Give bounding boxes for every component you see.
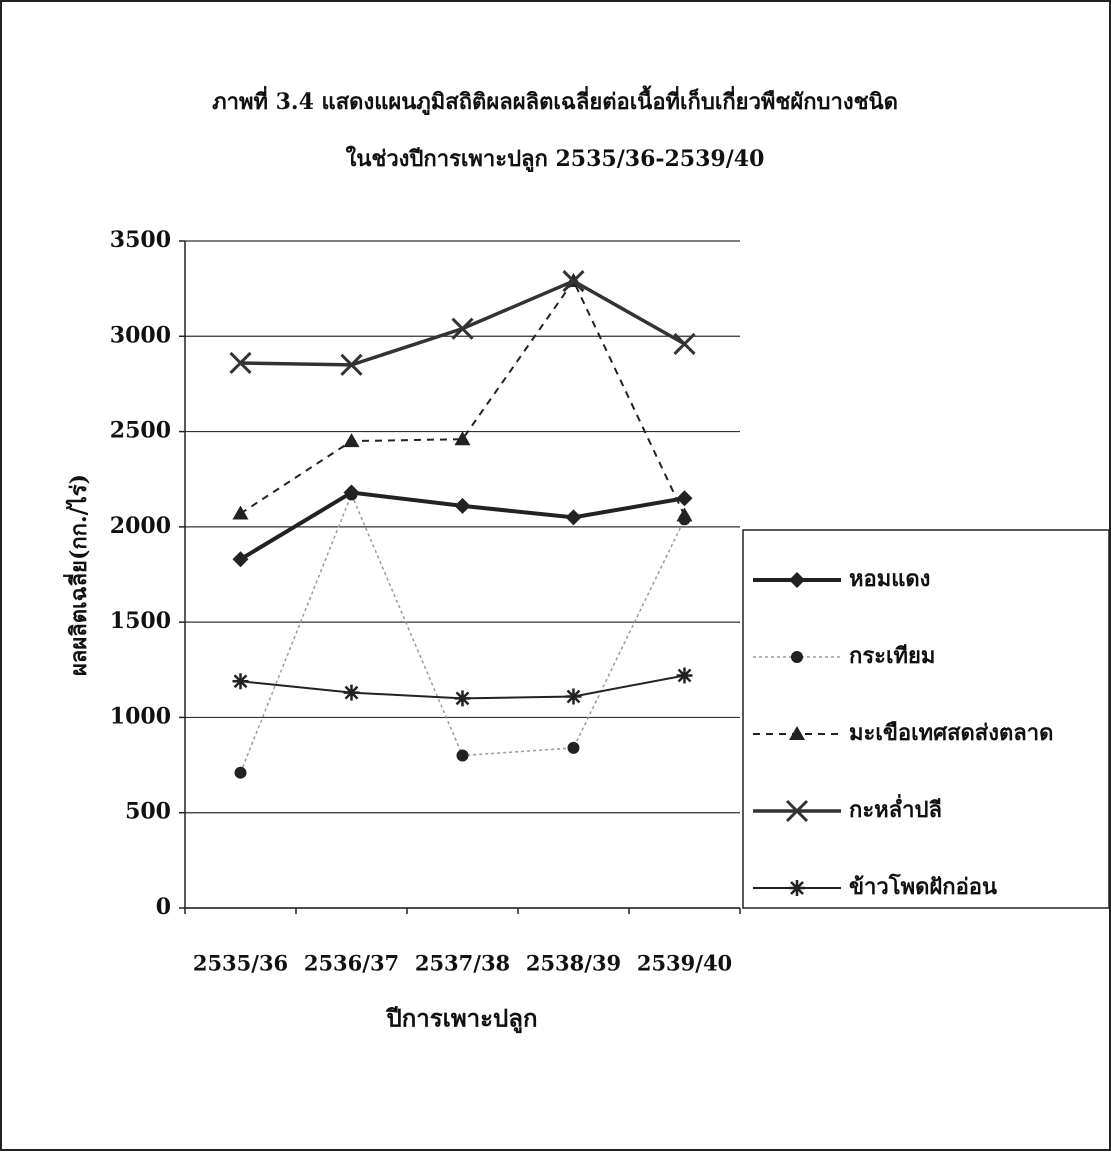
legend-label: กระเทียม	[849, 643, 935, 669]
x-tick-label: 2538/39	[526, 951, 621, 976]
x-tick-label: 2536/37	[304, 951, 399, 976]
chart-subtitle: ในช่วงปีการเพาะปลูก 2535/36-2539/40	[346, 145, 765, 173]
data-point	[232, 673, 249, 690]
y-axis-label: ผลผลิตเฉลี่ย(กก./ไร่)	[62, 474, 92, 676]
data-point	[232, 551, 249, 568]
x-tick-label: 2535/36	[193, 951, 288, 976]
data-point	[676, 507, 693, 522]
data-point	[454, 690, 471, 707]
data-point	[451, 317, 474, 340]
legend-marker	[789, 726, 805, 740]
data-point	[234, 766, 247, 779]
legend-box	[742, 529, 1110, 909]
y-tick-label: 3500	[110, 227, 171, 253]
legend-label: มะเขือเทศสดส่งตลาด	[849, 720, 1053, 746]
data-point	[676, 490, 693, 507]
data-point	[567, 741, 580, 754]
legend-marker	[789, 880, 805, 896]
data-point	[454, 431, 471, 446]
y-tick-label: 0	[156, 894, 171, 920]
data-point	[565, 688, 582, 705]
data-point	[345, 488, 358, 501]
data-point	[340, 353, 363, 376]
x-tick-label: 2537/38	[415, 951, 510, 976]
data-point	[343, 684, 360, 701]
x-axis-label: ปีการเพาะปลูก	[385, 1004, 537, 1034]
data-point	[343, 433, 360, 448]
data-point	[454, 497, 471, 514]
chart-title: ภาพที่ 3.4 แสดงแผนภูมิสถิติผลผลิตเฉลี่ยต…	[212, 85, 898, 116]
data-point	[456, 749, 469, 762]
y-tick-label: 1500	[110, 608, 171, 634]
series-line	[239, 279, 686, 516]
legend-marker	[785, 799, 809, 823]
x-tick-label: 2539/40	[637, 951, 732, 976]
data-point	[565, 509, 582, 526]
y-tick-label: 2000	[110, 513, 171, 539]
legend-marker	[789, 572, 805, 588]
legend-label: ข้าวโพดฝักอ่อน	[849, 873, 997, 900]
data-point	[232, 505, 249, 520]
data-point	[562, 269, 585, 293]
y-tick-label: 500	[125, 799, 171, 825]
data-point	[229, 351, 252, 375]
data-point	[676, 667, 693, 684]
y-tick-label: 3000	[110, 322, 171, 348]
legend-label: หอมแดง	[849, 566, 930, 592]
y-tick-label: 2500	[110, 418, 171, 444]
data-point	[673, 332, 696, 355]
legend-label: กะหล่ำปลี	[849, 793, 942, 823]
y-tick-label: 1000	[110, 703, 171, 729]
legend-marker	[791, 651, 803, 663]
